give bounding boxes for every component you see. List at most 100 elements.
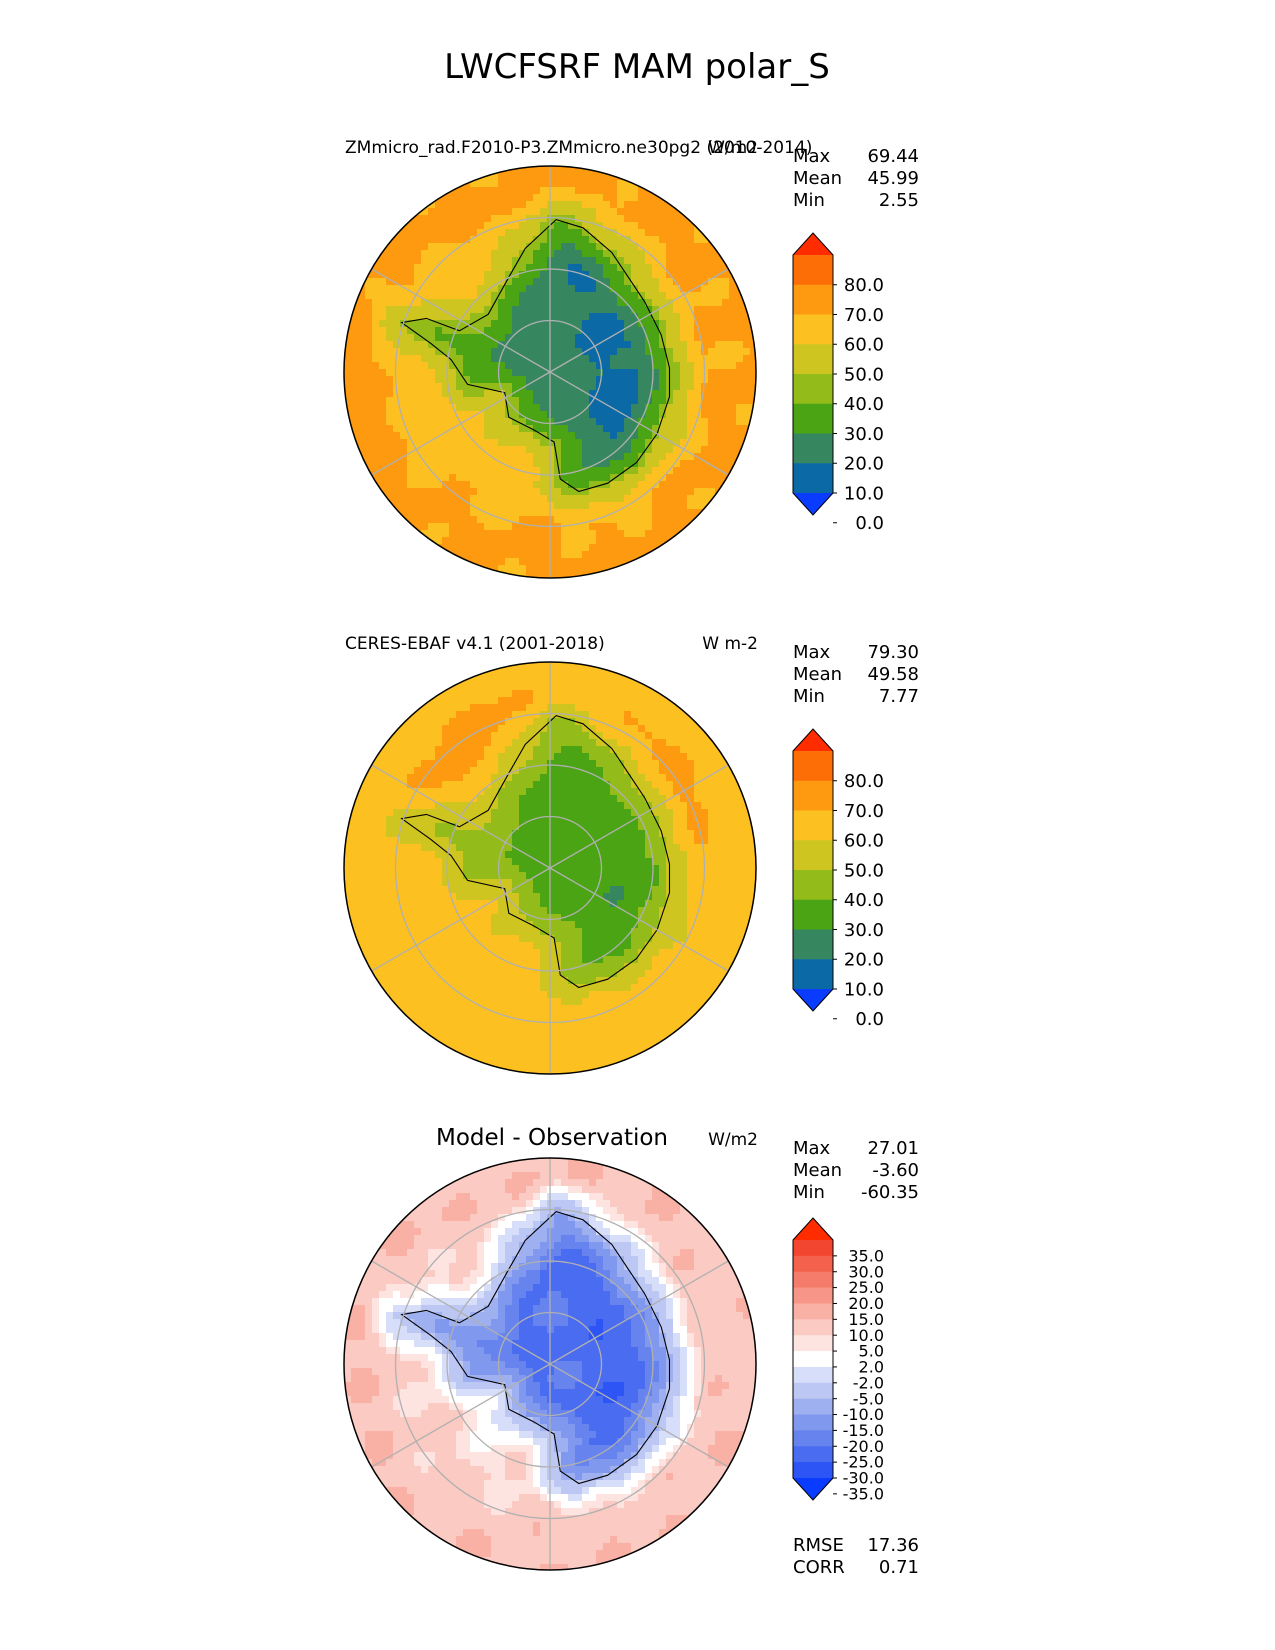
field-cell: [659, 502, 667, 510]
field-cell: [393, 802, 401, 810]
field-cell: [351, 809, 359, 817]
field-cell: [414, 222, 422, 230]
field-cell: [421, 865, 429, 873]
field-cell: [589, 781, 597, 789]
field-cell: [589, 299, 597, 307]
field-cell: [708, 348, 716, 356]
field-cell: [547, 774, 555, 782]
field-cell: [484, 341, 492, 349]
field-cell: [435, 732, 443, 740]
field-cell: [449, 376, 457, 384]
field-cell: [589, 551, 597, 559]
field-cell: [568, 879, 576, 887]
field-cell: [582, 488, 590, 496]
field-cell: [610, 292, 618, 300]
field-cell: [743, 851, 751, 859]
field-cell: [435, 376, 443, 384]
field-cell: [477, 488, 485, 496]
field-cell: [456, 299, 464, 307]
field-cell: [624, 250, 632, 258]
field-cell: [701, 397, 709, 405]
field-cell: [673, 858, 681, 866]
field-cell: [624, 334, 632, 342]
field-cell: [428, 725, 436, 733]
field-cell: [722, 432, 730, 440]
field-cell: [694, 264, 702, 272]
field-cell: [589, 544, 597, 552]
field-cell: [358, 313, 366, 321]
field-cell: [435, 292, 443, 300]
field-cell: [582, 558, 590, 566]
field-cell: [512, 683, 520, 691]
field-cell: [498, 439, 506, 447]
field-cell: [442, 299, 450, 307]
field-cell: [575, 732, 583, 740]
field-cell: [652, 544, 660, 552]
field-cell: [715, 446, 723, 454]
field-cell: [484, 215, 492, 223]
field-cell: [442, 544, 450, 552]
field-cell: [687, 767, 695, 775]
field-cell: [540, 194, 548, 202]
field-cell: [484, 390, 492, 398]
field-cell: [715, 760, 723, 768]
field-cell: [568, 830, 576, 838]
field-cell: [470, 215, 478, 223]
field-cell: [666, 774, 674, 782]
field-cell: [603, 369, 611, 377]
field-cell: [540, 271, 548, 279]
field-cell: [498, 858, 506, 866]
field-cell: [484, 851, 492, 859]
field-cell: [519, 544, 527, 552]
field-cell: [365, 753, 373, 761]
field-cell: [603, 187, 611, 195]
field-cell: [736, 802, 744, 810]
field-cell: [491, 676, 499, 684]
field-cell: [645, 732, 653, 740]
field-cell: [365, 886, 373, 894]
field-cell: [750, 341, 756, 349]
field-cell: [624, 509, 632, 517]
field-cell: [624, 355, 632, 363]
field-cell: [624, 306, 632, 314]
field-cell: [659, 320, 667, 328]
field-cell: [484, 229, 492, 237]
field-cell: [463, 432, 471, 440]
field-cell: [393, 795, 401, 803]
field-cell: [659, 460, 667, 468]
field-cell: [470, 760, 478, 768]
field-cell: [421, 697, 429, 705]
field-cell: [519, 886, 527, 894]
field-cell: [505, 355, 513, 363]
field-cell: [596, 362, 604, 370]
field-cell: [596, 858, 604, 866]
field-cell: [554, 795, 562, 803]
field-cell: [638, 732, 646, 740]
field-cell: [554, 369, 562, 377]
field-cell: [673, 257, 681, 265]
field-cell: [554, 914, 562, 922]
field-cell: [659, 774, 667, 782]
field-cell: [750, 795, 756, 803]
field-cell: [498, 432, 506, 440]
field-cell: [603, 802, 611, 810]
field-cell: [400, 907, 408, 915]
field-cell: [561, 537, 569, 545]
field-cell: [659, 523, 667, 531]
field-cell: [722, 411, 730, 419]
field-cell: [617, 425, 625, 433]
field-cell: [610, 683, 618, 691]
field-cell: [505, 676, 513, 684]
field-cell: [624, 851, 632, 859]
field-cell: [645, 516, 653, 524]
field-cell: [477, 201, 485, 209]
field-cell: [624, 537, 632, 545]
field-cell: [442, 732, 450, 740]
field-cell: [456, 257, 464, 265]
field-cell: [610, 481, 618, 489]
field-cell: [512, 243, 520, 251]
field-cell: [400, 278, 408, 286]
field-cell: [694, 236, 702, 244]
field-cell: [610, 516, 618, 524]
field-cell: [512, 446, 520, 454]
